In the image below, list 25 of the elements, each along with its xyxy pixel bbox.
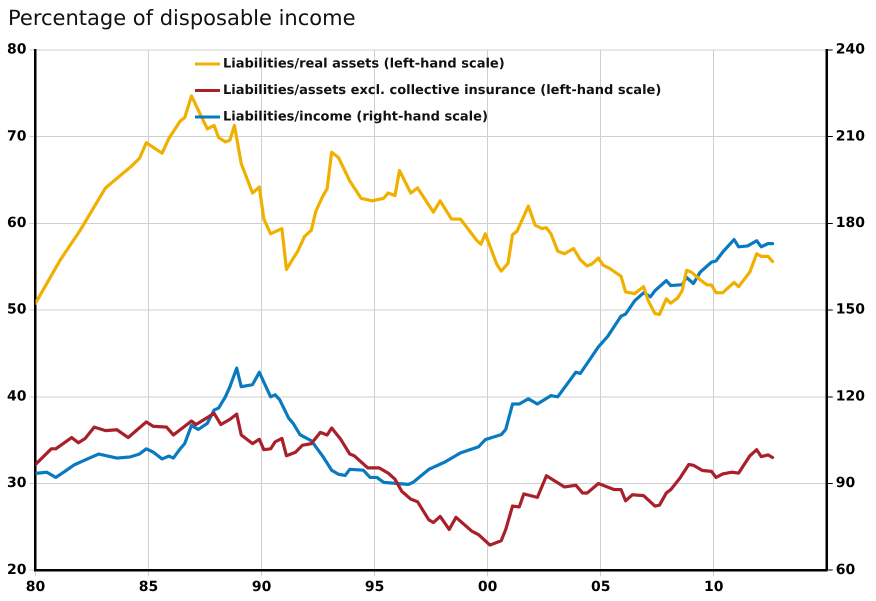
y-tick-label: 40 [7,388,27,404]
y-tick-label: 20 [7,562,27,578]
x-tick-label: 05 [590,579,610,596]
y-tick-label: 70 [7,128,27,144]
legend-label: Liabilities/assets excl. collective insurance (left-hand scale) [222,82,662,98]
y2-tick-label: 60 [836,562,856,578]
y2-tick-label: 150 [836,302,866,318]
x-tick-label: 00 [478,579,498,596]
y2-tick-label: 90 [836,475,856,492]
y-tick-label: 30 [7,475,27,492]
chart-subtitle: Percentage of disposable income [8,6,356,30]
y-tick-label: 50 [7,302,27,318]
x-tick-label: 95 [364,579,384,596]
y2-tick-label: 180 [836,215,866,232]
y2-tick-label: 210 [836,128,866,144]
x-tick-label: 80 [26,579,46,596]
legend-label: Liabilities/income (right-hand scale) [222,109,488,124]
y-tick-label: 60 [7,215,27,232]
y-tick-label: 80 [7,42,27,58]
legend-label: Liabilities/real assets (left-hand scale) [222,56,505,72]
x-tick-label: 90 [252,579,272,596]
y2-tick-label: 120 [836,388,866,404]
x-tick-label: 10 [704,579,724,596]
x-tick-label: 85 [138,579,158,596]
y2-tick-label: 240 [836,42,866,58]
